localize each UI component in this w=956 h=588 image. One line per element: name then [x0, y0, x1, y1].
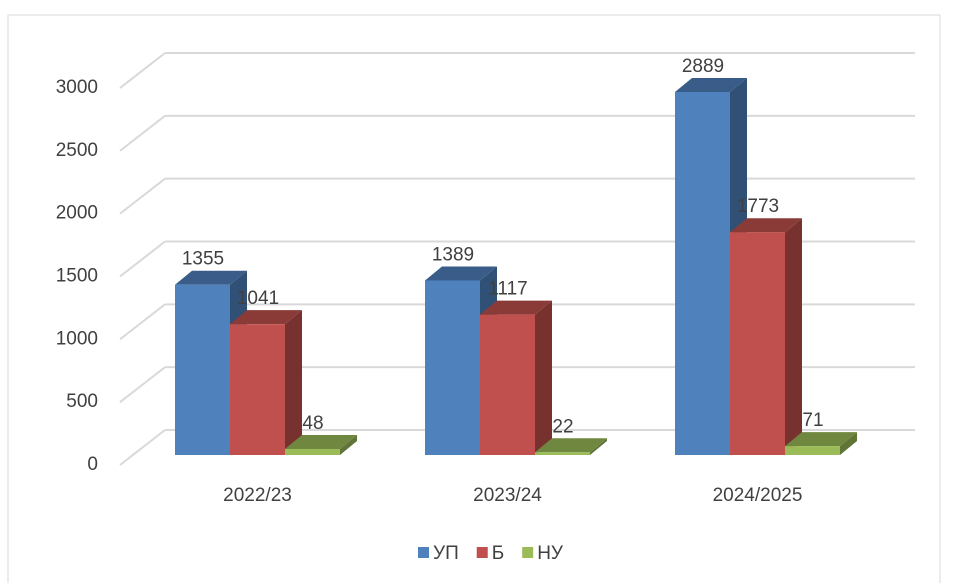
- bar-front: [425, 280, 480, 455]
- legend-label: УП: [433, 543, 459, 564]
- bar-front: [480, 314, 535, 455]
- data-label: 1773: [737, 196, 779, 217]
- data-label: 1117: [488, 279, 527, 300]
- legend-label: НУ: [537, 543, 564, 564]
- bar-side: [340, 434, 357, 455]
- bar-top: [230, 310, 302, 325]
- data-label: 1389: [432, 244, 474, 265]
- bar-top: [480, 300, 552, 315]
- x-tick-label: 2022/23: [223, 485, 292, 506]
- grid-line-side: [119, 366, 166, 403]
- bar-front: [675, 91, 730, 455]
- bar: [480, 300, 552, 455]
- bar-top: [675, 77, 747, 92]
- y-tick-label: 500: [66, 391, 98, 412]
- bar-top: [285, 434, 357, 449]
- data-label: 1041: [237, 288, 279, 309]
- data-label: 22: [552, 416, 573, 437]
- data-label: 1355: [182, 249, 224, 270]
- bar-side: [535, 300, 552, 455]
- legend-swatch: [418, 547, 429, 558]
- data-label: 2889: [682, 56, 724, 77]
- bar-front: [785, 446, 840, 455]
- bar-side: [590, 438, 607, 455]
- bar-top: [535, 438, 607, 453]
- legend-swatch: [476, 547, 488, 558]
- grid-line-side: [119, 177, 166, 215]
- bar: [785, 432, 857, 455]
- bar: [730, 218, 802, 455]
- y-tick-label: 3000: [56, 77, 98, 98]
- bar-side: [785, 218, 802, 455]
- bar-front: [230, 324, 285, 455]
- bar: [230, 310, 302, 455]
- legend-swatch: [522, 547, 534, 558]
- y-tick-label: 2500: [56, 140, 98, 161]
- bar-front: [730, 232, 785, 455]
- data-label: 71: [802, 410, 823, 431]
- grid-line-side: [119, 429, 166, 466]
- bar-top: [425, 266, 497, 281]
- bar-front: [175, 284, 230, 455]
- y-tick-label: 1000: [56, 328, 98, 349]
- grid-line-side: [119, 52, 166, 89]
- bar-side: [285, 310, 302, 455]
- bar-front: [535, 452, 590, 455]
- y-tick-label: 0: [87, 454, 98, 475]
- y-tick-label: 2000: [56, 203, 98, 224]
- bar: [285, 434, 357, 455]
- grid-line-side: [119, 240, 166, 278]
- bar-top: [785, 432, 857, 447]
- x-tick-label: 2023/24: [473, 485, 542, 506]
- grid-line-side: [119, 115, 166, 152]
- grid-line-side: [119, 303, 166, 341]
- bar-top: [730, 218, 802, 233]
- bar-side: [840, 432, 857, 455]
- data-label: 48: [302, 413, 323, 434]
- x-tick-label: 2024/2025: [713, 485, 803, 506]
- y-tick-label: 1500: [56, 266, 98, 287]
- legend-label: Б: [492, 543, 504, 564]
- bar: [535, 438, 607, 455]
- bar-top: [175, 270, 247, 285]
- bar-front: [285, 448, 340, 455]
